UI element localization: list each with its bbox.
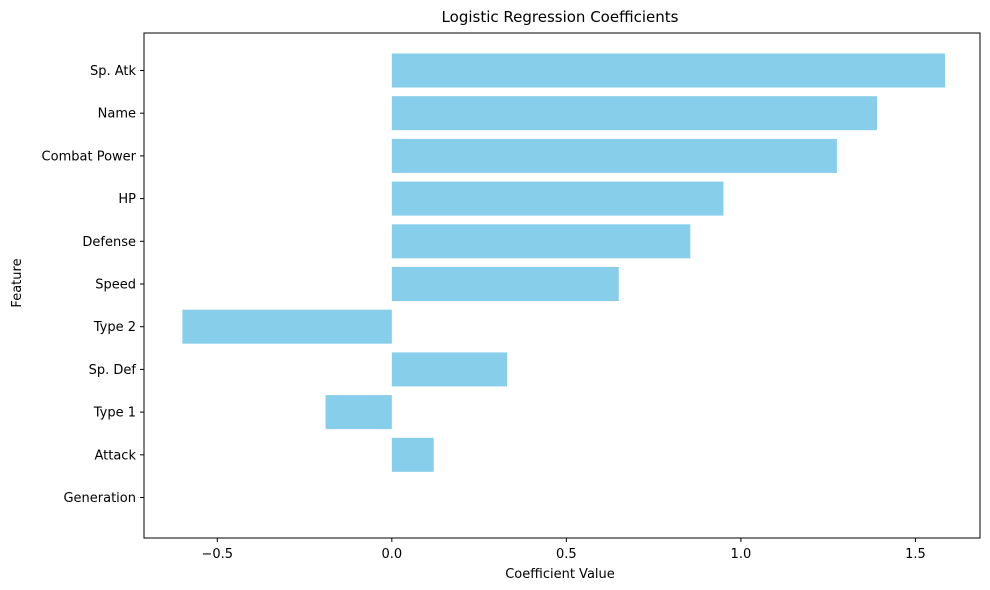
x-tick-label: 1.0 [731,547,752,562]
bar-type-1 [325,395,392,430]
y-tick-label: Type 1 [93,406,136,421]
y-tick-label: Speed [95,278,136,293]
x-axis-label: Coefficient Value [505,567,615,582]
y-axis-label: Feature [10,258,25,307]
y-tick-label: Combat Power [42,149,137,164]
x-tick-label: 0.5 [556,547,577,562]
y-tick-label: HP [118,192,136,207]
bars-group [182,53,946,472]
x-tick-label: 1.5 [905,547,926,562]
bar-combat-power [391,138,837,173]
bar-hp [391,181,724,216]
plot-frame [143,32,981,539]
y-tick-label: Name [98,107,136,122]
bar-sp-def [391,352,508,387]
bar-speed [391,267,619,301]
y-tick-label: Sp. Def [89,363,137,378]
y-tick-label: Defense [82,235,136,250]
bar-attack [391,437,434,472]
bar-defense [391,224,691,259]
y-tick-label: Generation [63,491,136,506]
x-tick-label: 0.0 [381,547,402,562]
bar-sp-atk [391,53,946,88]
y-tick-label: Attack [94,448,136,463]
bar-type-2 [182,309,392,344]
x-tick-label: −0.5 [202,547,234,562]
bar-name [391,96,878,131]
ticks-group: Sp. Atk Name Combat Power HP Defense Speed Typ… [42,64,926,562]
y-tick-label: Type 2 [93,320,136,335]
y-tick-label: Sp. Atk [90,64,137,79]
chart-title: Logistic Regression Coefficients [442,8,679,26]
